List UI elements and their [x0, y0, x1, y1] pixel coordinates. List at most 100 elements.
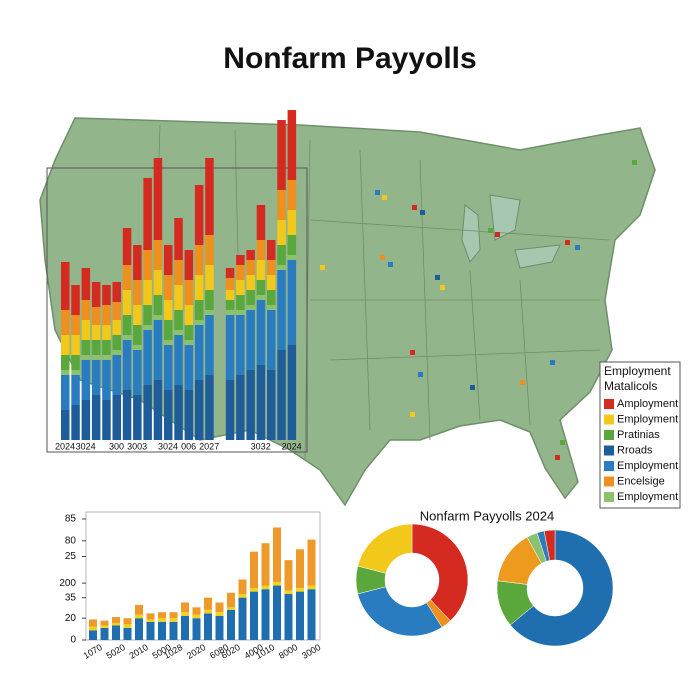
bar-segment [143, 325, 152, 330]
bar-segment [174, 335, 183, 385]
bar-segment [143, 330, 152, 385]
bar-segment [71, 370, 80, 375]
bar-segment [184, 305, 194, 325]
legend-label: Employment [617, 491, 678, 503]
bar-segment [102, 360, 111, 400]
plot-frame [46, 167, 308, 453]
bar-segment [174, 330, 183, 335]
bar-segment [112, 302, 121, 320]
bar-segment [205, 290, 214, 310]
bar-segment [122, 340, 132, 390]
bar-segment [135, 614, 143, 619]
y-tick-label: 25 [65, 551, 77, 562]
bar-segment [261, 585, 270, 590]
bar-segment [215, 612, 224, 616]
bar-segment [164, 300, 173, 320]
bar-segment [61, 370, 70, 375]
bar-segment [261, 543, 270, 586]
bar-segment [284, 560, 293, 591]
legend-swatch [604, 461, 614, 471]
bar-segment [133, 245, 142, 280]
bar-segment [267, 275, 276, 290]
bar-segment [256, 240, 266, 260]
bar-segment [256, 300, 266, 365]
bar-segment [122, 228, 132, 265]
donut-slice [543, 529, 556, 561]
bar-segment [91, 307, 101, 325]
bar-segment [71, 315, 80, 335]
bar-segment [250, 587, 258, 592]
bar-segment [112, 350, 121, 355]
bar-segment [133, 345, 142, 350]
bar-segment [307, 589, 316, 640]
bar-segment [135, 604, 143, 615]
bar-segment [122, 265, 132, 290]
legend-swatch [604, 430, 614, 440]
bar-segment [122, 315, 132, 335]
bar-segment [123, 624, 132, 628]
bar-segment [296, 549, 304, 588]
bar-segment [153, 320, 163, 380]
bar-segment [307, 539, 316, 586]
bar-segment [71, 285, 80, 315]
bar-segment [91, 355, 101, 360]
bar-segment [123, 627, 132, 640]
bar-segment [205, 375, 214, 440]
bar-segment [215, 615, 224, 640]
bar-segment [287, 345, 297, 440]
map [39, 117, 656, 507]
bar-segment [102, 400, 111, 440]
bar-segment [61, 375, 70, 410]
bar-segment [184, 345, 194, 390]
bar-segment [238, 594, 247, 598]
bar-segment [307, 585, 316, 590]
donut-slice [357, 586, 443, 637]
bar-segment [194, 380, 204, 440]
bar-segment [194, 320, 204, 325]
bar-segment [296, 591, 304, 640]
bar-segment [238, 597, 247, 640]
bar-segment [194, 245, 204, 275]
bar-segment [246, 275, 255, 290]
bar-segment [246, 370, 255, 440]
bar-segment [71, 355, 80, 370]
bar-segment [169, 621, 178, 640]
bar-segment [112, 623, 120, 626]
bar-segment [236, 280, 245, 295]
bar-segment [133, 395, 142, 440]
bar-segment [61, 335, 70, 355]
bar-segment [91, 395, 101, 440]
bar-segment [287, 210, 297, 235]
bar-segment [296, 587, 304, 592]
pie-title: Nonfarm Payyolls 2024 [420, 508, 554, 523]
bar-segment [133, 305, 142, 325]
bar-segment [153, 380, 163, 440]
bar-segment [181, 615, 189, 640]
bar-segment [205, 235, 214, 265]
bar-segment [91, 282, 101, 307]
bar-segment [169, 612, 178, 619]
bar-segment [225, 300, 235, 310]
bar-segment [236, 255, 245, 265]
bar-segment [194, 300, 204, 320]
bar-segment [267, 305, 276, 310]
donut-slice [509, 529, 614, 647]
legend-swatch [604, 476, 614, 487]
chart-title: Nonfarm Payyolls [223, 42, 476, 75]
bar-segment [91, 325, 101, 340]
bar-segment [100, 620, 109, 626]
bar-segment [158, 621, 166, 640]
legend-title: Employment [604, 364, 671, 378]
bar-segment [81, 340, 91, 355]
bar-segment [143, 385, 152, 440]
bar-segment [112, 320, 121, 335]
bar-segment [261, 589, 270, 640]
legend-label: Rroads [617, 444, 653, 456]
bar-segment [164, 390, 173, 440]
bar-segment [256, 260, 266, 280]
bar-segment [277, 190, 286, 220]
bar-segment [112, 335, 121, 350]
bar-segment [100, 627, 109, 640]
great-lakes [461, 194, 561, 269]
